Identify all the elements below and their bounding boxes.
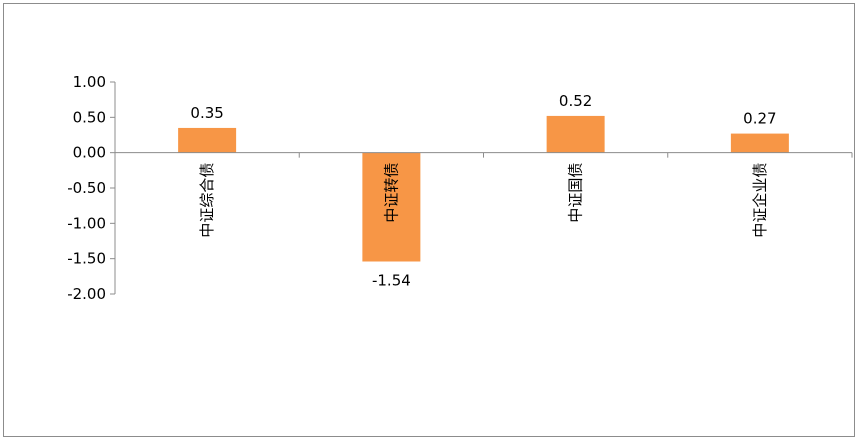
chart-frame: 1.00 0.50 0.00 -0.50 -1.00 -1.50 -2.00 0.35 -1.…	[3, 3, 855, 437]
category-label: 中证转债	[382, 163, 400, 223]
bar	[178, 127, 237, 153]
data-label: -1.54	[372, 271, 411, 289]
y-axis: 1.00 0.50 0.00 -0.50 -1.00 -1.50 -2.00	[67, 73, 116, 303]
bar-chart: 1.00 0.50 0.00 -0.50 -1.00 -1.50 -2.00 0.35 -1.…	[67, 73, 853, 303]
category-label: 中证综合债	[198, 163, 216, 238]
y-tick-label: 1.00	[73, 73, 106, 91]
bar	[362, 152, 421, 262]
category-label: 中证国债	[567, 163, 585, 223]
y-tick-label: -1.00	[67, 214, 106, 232]
category-label: 中证企业债	[751, 163, 769, 238]
x-axis	[114, 152, 853, 158]
bar	[546, 115, 605, 153]
y-tick-label: 0.00	[73, 144, 106, 162]
data-label: 0.27	[743, 110, 776, 128]
bar	[730, 133, 789, 153]
data-labels: 0.35 -1.54 0.52 0.27	[190, 92, 776, 290]
y-tick-label: 0.50	[73, 108, 106, 126]
y-tick-label: -2.00	[67, 285, 106, 303]
category-labels: 中证综合债 中证转债 中证国债 中证企业债	[198, 163, 769, 238]
data-label: 0.52	[559, 92, 592, 110]
data-label: 0.35	[190, 104, 223, 122]
y-tick-label: -1.50	[67, 250, 106, 268]
y-tick-label: -0.50	[67, 179, 106, 197]
bars	[178, 115, 789, 262]
